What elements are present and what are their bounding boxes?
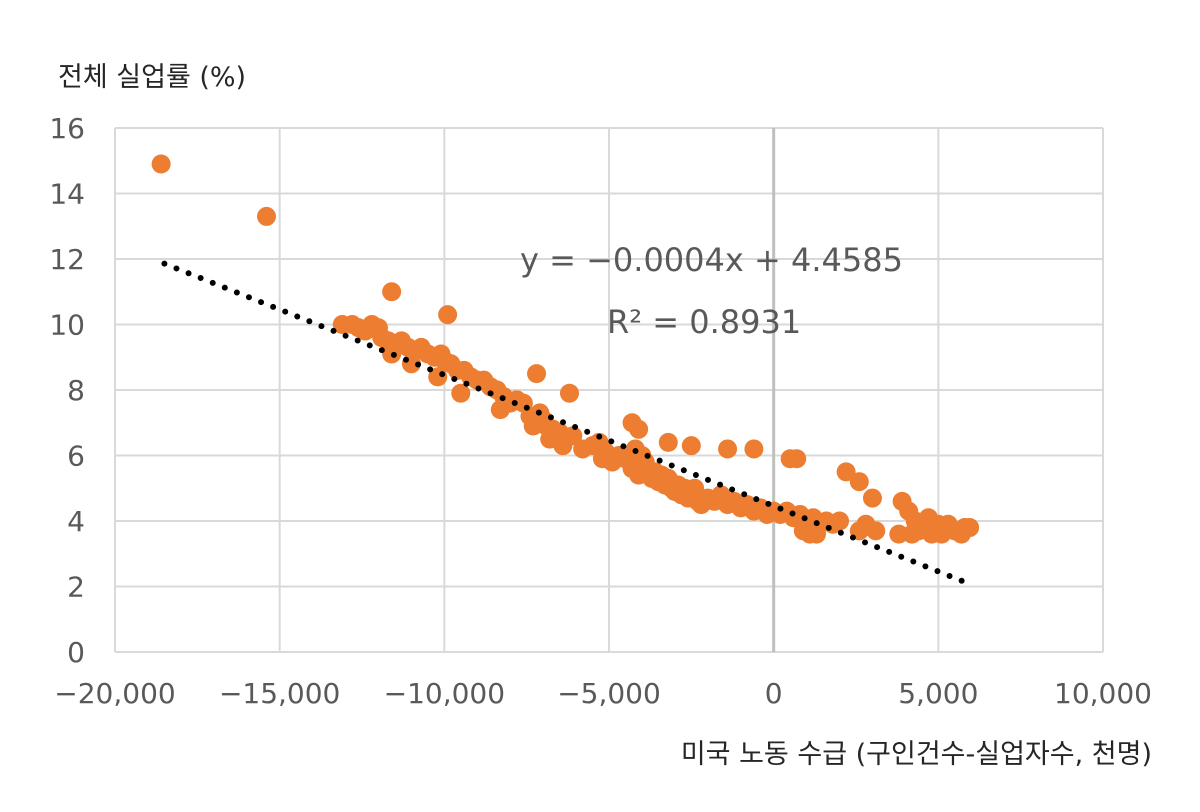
data-point [849, 472, 869, 492]
y-tick-label: 14 [49, 178, 85, 211]
data-point [889, 524, 909, 544]
data-point [744, 439, 764, 459]
gridlines [114, 127, 1104, 653]
data-point [451, 383, 471, 403]
x-tick-label: −10,000 [384, 677, 505, 710]
data-point [151, 154, 171, 174]
x-tick-label: −5,000 [557, 677, 661, 710]
x-tick-label: 10,000 [1054, 677, 1152, 710]
data-point [830, 511, 850, 531]
data-point [629, 419, 649, 439]
trendline-path [161, 260, 968, 585]
y-tick-label: 4 [67, 505, 85, 538]
data-point [718, 439, 738, 459]
y-tick-label: 6 [67, 440, 85, 473]
y-tick-label: 2 [67, 571, 85, 604]
data-point [527, 364, 547, 384]
y-axis-title: 전체 실업률 (%) [58, 62, 246, 93]
y-tick-label: 10 [49, 309, 85, 342]
trendline [161, 260, 968, 585]
data-point [490, 400, 510, 420]
data-point [681, 436, 701, 456]
data-point [256, 206, 276, 226]
data-point [836, 462, 856, 482]
x-axis-title: 미국 노동 수급 (구인건수-실업자수, 천명) [681, 739, 1152, 770]
data-point [438, 305, 458, 325]
y-tick-label: 16 [49, 112, 85, 145]
x-tick-labels: −20,000 −15,000 −10,000 −5,000 0 5,000 10,000 [54, 677, 1152, 710]
x-tick-label: −20,000 [54, 677, 175, 710]
y-tick-labels: 0 2 4 6 8 10 12 14 16 [49, 112, 85, 669]
data-point [866, 521, 886, 541]
data-point [960, 518, 980, 538]
x-tick-label: −15,000 [219, 677, 340, 710]
data-points [151, 154, 980, 544]
data-point [523, 416, 543, 436]
data-point [559, 383, 579, 403]
data-point [563, 426, 583, 446]
trendline-equation: y = −0.0004x + 4.4585 [520, 241, 903, 279]
r-squared-label: R² = 0.8931 [607, 303, 801, 341]
y-tick-label: 0 [67, 636, 85, 669]
data-point [382, 282, 402, 302]
data-point [862, 488, 882, 508]
data-point [902, 524, 922, 544]
x-tick-label: 5,000 [898, 677, 978, 710]
data-point [658, 432, 678, 452]
x-tick-label: 0 [765, 677, 783, 710]
y-tick-label: 12 [49, 243, 85, 276]
data-point [787, 449, 807, 469]
y-tick-label: 8 [67, 374, 85, 407]
data-point [806, 524, 826, 544]
